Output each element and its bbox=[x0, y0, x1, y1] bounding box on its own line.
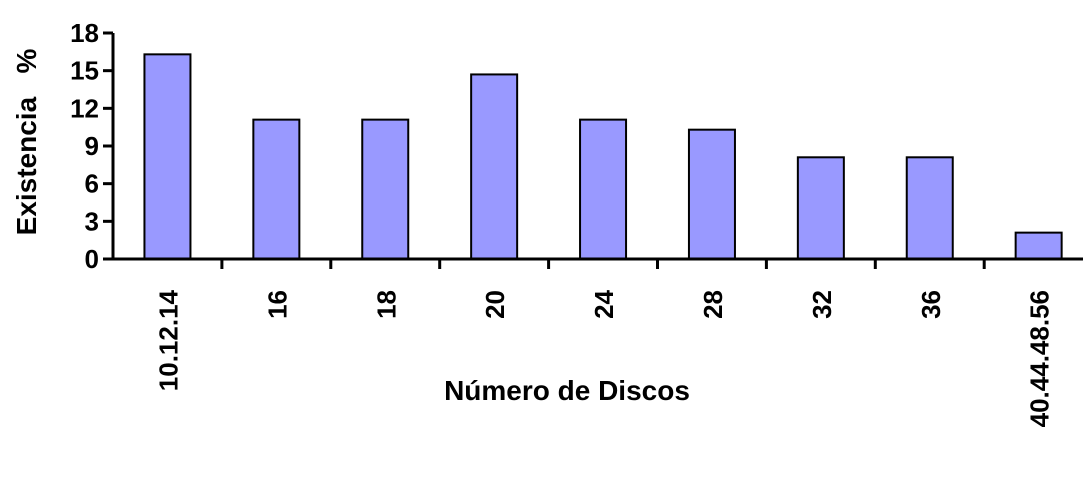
bar bbox=[1014, 231, 1063, 260]
y-tick-label: 3 bbox=[85, 206, 99, 236]
bar bbox=[361, 118, 410, 260]
bar bbox=[143, 53, 192, 260]
y-tick-label: 9 bbox=[85, 131, 99, 161]
bar bbox=[252, 118, 301, 260]
x-ticks-group bbox=[220, 259, 986, 269]
y-axis-title: Existencia % bbox=[11, 49, 42, 236]
bar bbox=[470, 73, 519, 260]
bar bbox=[687, 128, 736, 260]
y-tick-label: 12 bbox=[70, 93, 99, 123]
x-tick-label: 36 bbox=[916, 290, 946, 319]
x-tick-label: 10.12.14 bbox=[153, 289, 183, 391]
y-tick-label: 18 bbox=[70, 18, 99, 48]
y-tick-label: 0 bbox=[85, 244, 99, 274]
x-tick-label: 32 bbox=[807, 290, 837, 319]
bars-group bbox=[143, 53, 1063, 260]
x-tick-label: 18 bbox=[371, 290, 401, 319]
x-axis-title: Número de Discos bbox=[444, 375, 690, 406]
x-tick-label: 24 bbox=[589, 289, 619, 318]
y-tick-label: 15 bbox=[70, 56, 99, 86]
y-tick-label: 6 bbox=[85, 169, 99, 199]
bar bbox=[579, 118, 628, 260]
x-tick-label: 20 bbox=[480, 290, 510, 319]
y-ticks-group: 0 3 6 9 12 15 18 bbox=[70, 18, 113, 274]
x-tick-label: 40.44.48.56 bbox=[1025, 290, 1055, 427]
bar bbox=[905, 156, 954, 260]
category-labels-group: 10.12.14 16 18 20 24 28 32 36 40.44.48.56 bbox=[153, 289, 1054, 427]
x-tick-label: 16 bbox=[262, 290, 292, 319]
x-tick-label: 28 bbox=[698, 290, 728, 319]
bar bbox=[796, 156, 845, 260]
